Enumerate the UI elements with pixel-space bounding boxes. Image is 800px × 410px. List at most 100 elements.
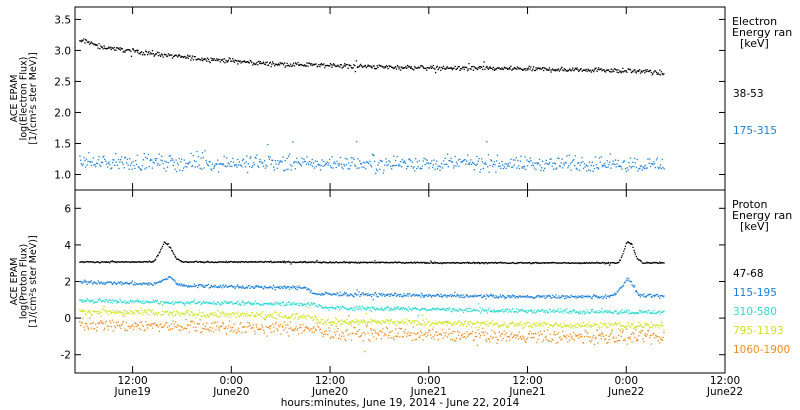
data-point <box>291 302 293 305</box>
data-point <box>278 286 280 288</box>
data-point <box>405 168 408 170</box>
data-point <box>579 296 581 298</box>
data-point <box>525 168 527 171</box>
data-point <box>394 159 397 162</box>
data-point <box>540 333 542 335</box>
data-point <box>185 302 188 304</box>
data-point <box>247 321 249 324</box>
data-point <box>240 260 242 263</box>
data-point <box>119 161 121 163</box>
data-point <box>515 337 517 339</box>
data-point <box>333 322 336 324</box>
data-point <box>553 262 556 264</box>
data-point <box>582 342 584 344</box>
data-point <box>167 278 169 281</box>
data-point <box>115 310 117 313</box>
data-point <box>634 71 636 73</box>
data-point <box>653 332 655 334</box>
data-point <box>579 262 581 264</box>
data-point <box>334 316 337 319</box>
data-point <box>365 293 367 295</box>
data-point <box>105 311 107 313</box>
data-point <box>146 158 148 160</box>
data-point <box>109 47 111 49</box>
data-point <box>530 309 532 311</box>
data-point <box>640 165 643 167</box>
data-point <box>258 303 261 305</box>
data-point <box>268 287 270 289</box>
data-point <box>622 67 624 69</box>
data-point <box>479 307 481 309</box>
data-point <box>160 249 162 251</box>
data-point <box>569 262 571 264</box>
data-point <box>383 335 385 337</box>
data-point <box>398 322 400 325</box>
data-point <box>263 160 266 162</box>
data-point <box>350 322 352 324</box>
data-point <box>138 166 140 169</box>
data-point <box>596 167 598 169</box>
data-point <box>280 285 282 288</box>
data-point <box>107 47 109 49</box>
data-point <box>638 259 640 261</box>
data-point <box>402 261 404 264</box>
data-point <box>562 262 564 264</box>
data-point <box>322 64 324 66</box>
data-point <box>397 261 399 263</box>
data-point <box>628 278 630 280</box>
data-point <box>397 332 399 335</box>
data-point <box>587 68 589 70</box>
data-point <box>84 309 86 312</box>
data-point <box>653 262 655 264</box>
data-point <box>355 333 358 335</box>
data-point <box>468 296 470 298</box>
data-point <box>173 310 175 312</box>
data-point <box>303 261 305 263</box>
data-point <box>560 67 562 69</box>
data-point <box>263 261 265 263</box>
data-point <box>315 261 317 263</box>
data-point <box>521 324 523 326</box>
data-point <box>140 328 142 331</box>
data-point <box>512 262 514 264</box>
data-point <box>391 165 394 167</box>
data-point <box>209 286 211 289</box>
data-point <box>323 63 325 65</box>
data-point <box>472 322 474 324</box>
data-point <box>580 310 582 312</box>
data-point <box>165 301 167 303</box>
data-point <box>111 300 113 302</box>
data-point <box>544 336 547 339</box>
y-tick-label: 2 <box>64 277 71 289</box>
data-point <box>114 300 116 302</box>
data-point <box>473 322 475 325</box>
data-point <box>448 295 450 297</box>
data-point <box>147 309 149 311</box>
data-point <box>432 166 434 169</box>
data-point <box>471 66 473 68</box>
data-point <box>640 324 642 327</box>
data-point <box>623 312 625 314</box>
data-point <box>487 68 489 70</box>
data-point <box>592 325 594 327</box>
data-point <box>438 262 440 264</box>
data-point <box>151 283 153 285</box>
data-point <box>479 171 481 173</box>
data-point <box>579 295 581 298</box>
data-point <box>457 330 459 332</box>
data-point <box>525 311 527 313</box>
data-point <box>660 325 662 327</box>
data-point <box>582 297 584 299</box>
data-point <box>353 261 355 264</box>
data-point <box>112 309 114 311</box>
data-point <box>196 330 198 332</box>
data-point <box>581 70 583 72</box>
data-point <box>371 67 373 69</box>
data-point <box>173 323 175 325</box>
data-point <box>509 323 511 325</box>
data-point <box>619 322 621 324</box>
data-point <box>334 163 337 165</box>
data-point <box>96 261 98 263</box>
data-point <box>440 166 442 168</box>
data-point <box>269 325 271 327</box>
